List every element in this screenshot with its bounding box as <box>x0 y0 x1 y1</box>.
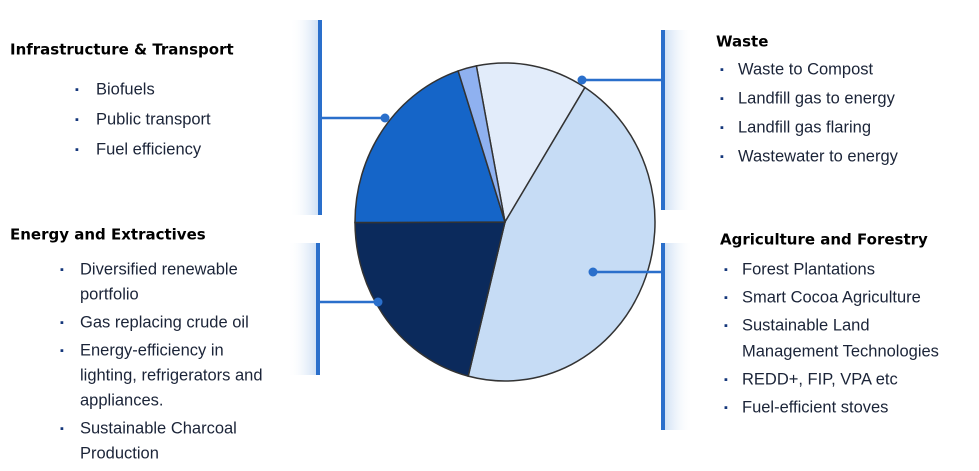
bullet-marker: ▪ <box>720 93 724 105</box>
connector-dot <box>577 75 587 85</box>
connector-dot <box>588 267 598 277</box>
bullet-text: Landfill gas to energy <box>738 89 896 107</box>
bullet-marker: ▪ <box>724 374 728 386</box>
callout-title: Waste <box>716 33 768 51</box>
callout-title: Infrastructure & Transport <box>10 41 234 59</box>
bullet-marker: ▪ <box>720 151 724 163</box>
bullet-text: Smart Cocoa Agriculture <box>742 288 921 306</box>
bullet-marker: ▪ <box>720 64 724 76</box>
panel-shade <box>290 20 320 215</box>
bullet-text: lighting, refrigerators and <box>80 366 263 384</box>
bullet-marker: ▪ <box>75 84 79 96</box>
bullet-marker: ▪ <box>724 320 728 332</box>
bullet-text: Production <box>80 444 159 462</box>
bullet-marker: ▪ <box>60 264 64 276</box>
pie-slice <box>354 221 506 378</box>
bullet-text: Forest Plantations <box>742 260 875 278</box>
bullet-marker: ▪ <box>724 264 728 276</box>
pie-slice <box>475 62 586 225</box>
bullet-marker: ▪ <box>60 423 64 435</box>
bullet-text: Public transport <box>96 110 211 128</box>
bullet-text: Fuel efficiency <box>96 140 202 158</box>
bullet-text: Sustainable Land <box>742 316 870 334</box>
bullet-text: Gas replacing crude oil <box>80 313 249 331</box>
callout-title: Energy and Extractives <box>10 226 206 244</box>
pie-slice <box>457 65 506 223</box>
panel-shade <box>663 30 693 210</box>
bullet-marker: ▪ <box>75 144 79 156</box>
bullet-marker: ▪ <box>60 317 64 329</box>
bullet-marker: ▪ <box>724 292 728 304</box>
bullet-marker: ▪ <box>720 122 724 134</box>
bullet-marker: ▪ <box>75 114 79 126</box>
bullet-text: REDD+, FIP, VPA etc <box>742 370 898 388</box>
pie-slice <box>354 69 507 224</box>
callout-title: Agriculture and Forestry <box>720 231 928 249</box>
bullet-text: portfolio <box>80 285 139 303</box>
bullet-text: Sustainable Charcoal <box>80 419 237 437</box>
panel-shade <box>288 243 318 375</box>
bullet-text: Management Technologies <box>742 342 939 360</box>
connector-dot <box>380 113 390 123</box>
bullet-text: Landfill gas flaring <box>738 118 871 136</box>
bullet-text: appliances. <box>80 391 163 409</box>
bullet-text: Diversified renewable <box>80 260 238 278</box>
bullet-marker: ▪ <box>724 402 728 414</box>
pie-slice <box>467 86 656 382</box>
connector-dot <box>373 297 383 307</box>
bullet-text: Wastewater to energy <box>738 147 899 165</box>
bullet-text: Fuel-efficient stoves <box>742 398 888 416</box>
bullet-text: Biofuels <box>96 80 155 98</box>
bullet-marker: ▪ <box>60 345 64 357</box>
bullet-text: Waste to Compost <box>738 60 874 78</box>
panel-shade <box>663 243 693 430</box>
bullet-text: Energy-efficiency in <box>80 341 224 359</box>
